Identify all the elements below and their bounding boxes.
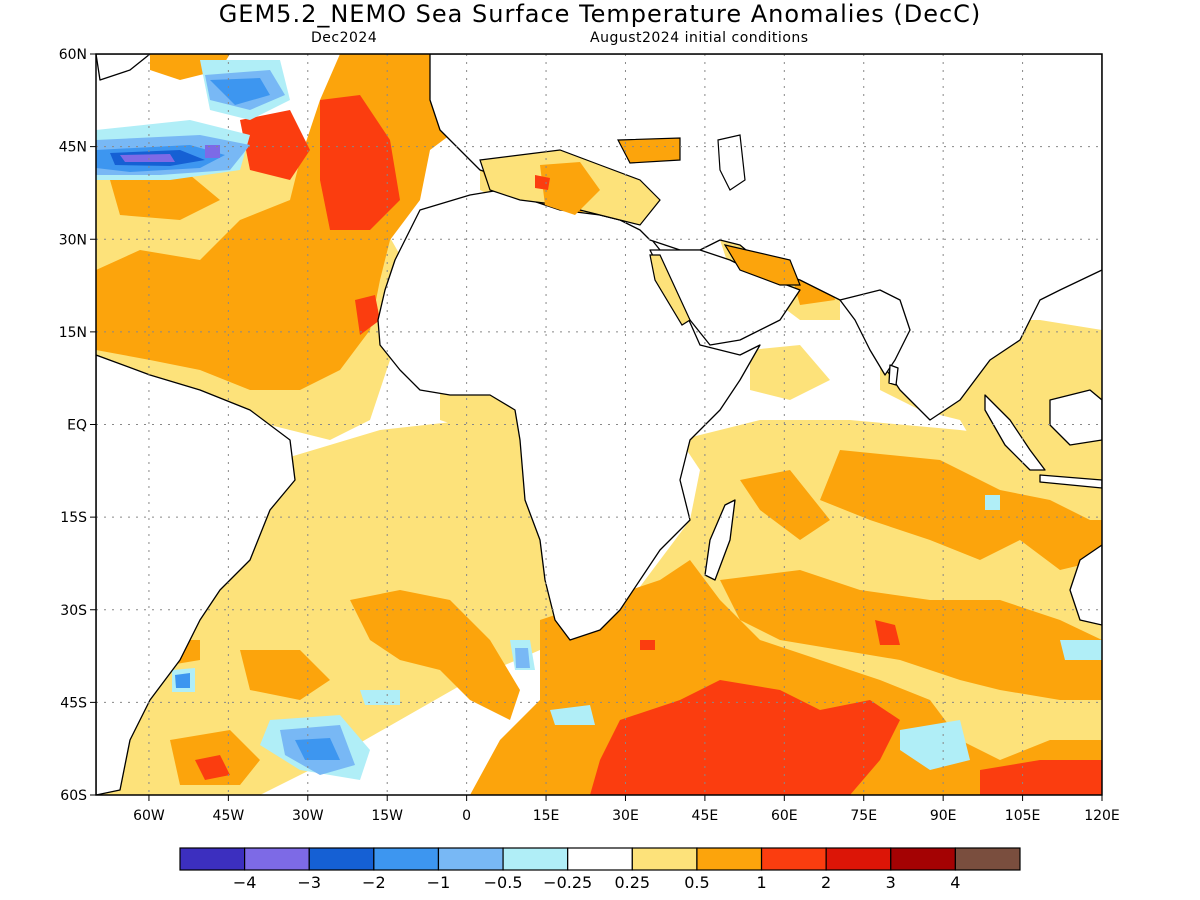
legend-swatch [825, 847, 892, 871]
lat-tick-label: 45N [59, 140, 87, 156]
lon-tick-label: 45E [692, 808, 719, 824]
legend-label: −0.5 [484, 873, 523, 892]
inland-seas [479, 134, 801, 326]
legend-swatch [502, 847, 569, 871]
lon-tick-label: 45W [213, 808, 245, 824]
legend-swatch [631, 847, 698, 871]
lon-tick-label: 30W [292, 808, 324, 824]
forecast-month: Dec2024 [311, 30, 378, 46]
lat-tick-label: 45S [60, 695, 87, 711]
legend-label: −0.25 [543, 873, 592, 892]
legend-label: −2 [362, 873, 386, 892]
coastlines [96, 54, 1102, 795]
lat-tick-label: 30S [60, 603, 87, 619]
legend-swatch [179, 847, 246, 871]
legend-label: 4 [950, 873, 960, 892]
lat-tick-label: 15S [60, 510, 87, 526]
lon-tick-label: 30E [612, 808, 639, 824]
lat-tick-label: 60N [59, 47, 87, 63]
legend-swatch [954, 847, 1021, 871]
legend-label: 0.25 [614, 873, 650, 892]
color-legend: −4 −3 −2 −1 −0.5 −0.25 0.25 0.5 1 2 3 4 [179, 847, 1021, 892]
legend-swatch [890, 847, 956, 871]
lat-tick-label: 15N [59, 325, 87, 341]
lon-tick-label: 90E [930, 808, 957, 824]
legend-swatch [373, 847, 440, 871]
legend-label: −4 [233, 873, 257, 892]
legend-swatch [760, 847, 827, 871]
lon-tick-label: 75E [850, 808, 877, 824]
anomaly-neg-3-4 [120, 145, 220, 162]
legend-swatch [567, 847, 633, 871]
legend-label: −1 [427, 873, 451, 892]
lon-tick-label: 120E [1084, 808, 1120, 824]
madagascar-landmass [704, 499, 736, 581]
lon-tick-label: 15E [533, 808, 560, 824]
sumatra-landmass [984, 394, 1046, 471]
lon-tick-label: 0 [462, 808, 471, 824]
lon-tick-label: 60E [771, 808, 798, 824]
greenland-landmass [96, 54, 151, 81]
graticule [96, 54, 1102, 795]
lat-tick-label: 60S [60, 788, 87, 804]
legend-swatch [308, 847, 375, 871]
legend-label: 3 [886, 873, 896, 892]
java-landmass [1039, 474, 1102, 489]
lon-tick-label: 105E [1005, 808, 1041, 824]
lat-tick-label: EQ [67, 418, 87, 434]
lat-tick-label: 30N [59, 232, 87, 248]
lon-tick-label: 15W [371, 808, 403, 824]
anomaly-1-2 [195, 95, 1102, 795]
legend-swatch [437, 847, 504, 871]
legend-swatch [696, 847, 763, 871]
legend-label: 2 [821, 873, 831, 892]
legend-label: 1 [756, 873, 766, 892]
lon-tick-label: 60W [133, 808, 165, 824]
australia-landmass [1069, 544, 1102, 626]
longitude-labels: 60W 45W 30W 15W 0 15E 30E 45E 60E 75E 90E 105E 120E [133, 795, 1120, 824]
legend-label: 0.5 [684, 873, 709, 892]
latitude-labels: 60N 45N 30N 15N EQ 15S 30S 45S 60S [59, 47, 96, 804]
legend-swatch [244, 847, 310, 871]
sri-lanka-landmass [888, 364, 899, 386]
initial-conditions: August2024 initial conditions [590, 30, 809, 46]
south-america-landmass [96, 354, 296, 795]
map-title: GEM5.2_NEMO Sea Surface Temperature Anom… [218, 0, 982, 28]
legend-label: −3 [297, 873, 321, 892]
india-landmass [839, 289, 911, 376]
